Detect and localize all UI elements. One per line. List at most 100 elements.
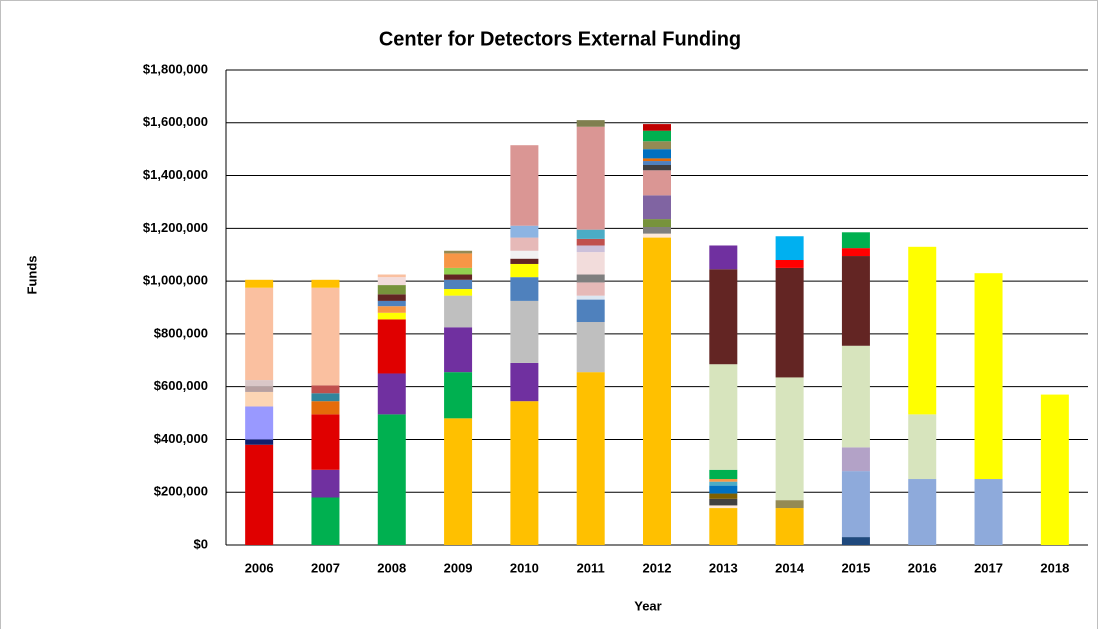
bar-segment xyxy=(1040,394,1069,545)
bar-segment xyxy=(444,253,473,268)
bar-segment xyxy=(841,248,870,257)
bar-segment xyxy=(377,373,406,415)
bar-segment xyxy=(709,481,738,486)
bar-segment xyxy=(510,300,539,363)
bar-segment xyxy=(576,295,605,300)
bar-segment xyxy=(245,386,274,392)
bar-segment xyxy=(576,274,605,283)
bar-segment xyxy=(377,285,406,295)
bar-segment xyxy=(709,485,738,494)
bar-segment xyxy=(444,418,473,545)
bar-segment xyxy=(643,233,671,238)
bar-segment xyxy=(311,414,340,470)
bar-segment xyxy=(643,170,671,196)
bar-segment xyxy=(444,372,473,419)
y-tick-label: $600,000 xyxy=(154,378,208,393)
bar-segment xyxy=(510,145,539,226)
bar-segment xyxy=(311,393,340,402)
bar-segment xyxy=(841,232,870,249)
bar-segment xyxy=(444,295,473,328)
bar-segment xyxy=(377,319,406,374)
bar-segment xyxy=(841,447,870,472)
y-tick-label: $1,800,000 xyxy=(143,61,208,76)
bar-segment xyxy=(974,479,1003,545)
y-tick-label: $1,000,000 xyxy=(143,273,208,288)
bar-segment xyxy=(576,282,605,296)
bar-segment xyxy=(245,439,274,445)
bar-segment xyxy=(775,260,804,268)
bar-segment xyxy=(709,364,738,470)
bar-segment xyxy=(576,120,605,127)
x-tick-label: 2007 xyxy=(311,560,340,575)
bar-segment xyxy=(908,414,937,480)
y-tick-label: $400,000 xyxy=(154,431,208,446)
bar-segment xyxy=(311,385,340,394)
bar-segment xyxy=(643,124,671,131)
y-tick-label: $1,200,000 xyxy=(143,220,208,235)
bar-segment xyxy=(576,229,605,239)
bar-segment xyxy=(245,391,274,407)
y-tick-label: $200,000 xyxy=(154,484,208,499)
bar-segment xyxy=(709,505,738,509)
y-tick-label: $0 xyxy=(194,536,208,551)
bar-segment xyxy=(709,508,738,545)
bar-segment xyxy=(643,227,671,234)
bar-segment xyxy=(643,141,671,150)
y-axis-label: Funds xyxy=(24,256,39,295)
bar-segment xyxy=(377,306,406,313)
x-axis-label: Year xyxy=(634,598,661,613)
bar-segment xyxy=(576,126,605,230)
bar-segment xyxy=(444,289,473,296)
bar-segment xyxy=(510,362,539,402)
x-tick-label: 2013 xyxy=(709,560,738,575)
bar-segment xyxy=(245,406,274,440)
bar-segment xyxy=(444,267,473,275)
x-tick-label: 2016 xyxy=(908,560,937,575)
bar-segment xyxy=(908,479,937,545)
bar-segment xyxy=(643,195,671,220)
bar-segment xyxy=(377,277,406,286)
bar-segment xyxy=(377,274,406,278)
bar-segment xyxy=(311,469,340,498)
bar-segment xyxy=(377,294,406,301)
bar-segment xyxy=(377,414,406,545)
x-tick-label: 2008 xyxy=(377,560,406,575)
bar-segment xyxy=(576,299,605,323)
bar-segment xyxy=(576,238,605,246)
bar-segment xyxy=(311,279,340,288)
bar-segment xyxy=(709,469,738,480)
bar-segment xyxy=(775,377,804,501)
x-tick-label: 2017 xyxy=(974,560,1003,575)
bar-segment xyxy=(775,508,804,545)
bar-segment xyxy=(643,161,671,165)
bar-segment xyxy=(709,498,738,506)
bar-segment xyxy=(643,165,671,171)
y-tick-label: $1,600,000 xyxy=(143,114,208,129)
bar-segment xyxy=(510,258,539,264)
bar-segment xyxy=(841,471,870,538)
x-tick-label: 2010 xyxy=(510,560,539,575)
x-tick-label: 2014 xyxy=(775,560,805,575)
bar-segment xyxy=(444,327,473,373)
y-tick-label: $800,000 xyxy=(154,325,208,340)
bar-segment xyxy=(908,246,937,415)
x-tick-label: 2012 xyxy=(643,560,672,575)
bar-segment xyxy=(709,245,738,270)
bar-segment xyxy=(841,256,870,346)
bar-segment xyxy=(510,277,539,301)
bar-segment xyxy=(709,493,738,499)
bar-segment xyxy=(576,252,605,275)
bar-segment xyxy=(709,479,738,482)
bar-segment xyxy=(576,322,605,373)
bar-segment xyxy=(245,287,274,381)
bar-segment xyxy=(510,237,539,251)
bar-segment xyxy=(377,300,406,307)
chart-title: Center for Detectors External Funding xyxy=(379,28,741,50)
x-tick-label: 2015 xyxy=(841,560,870,575)
bar-segment xyxy=(510,263,539,278)
bar-segment xyxy=(643,130,671,142)
bar-segment xyxy=(311,287,340,386)
